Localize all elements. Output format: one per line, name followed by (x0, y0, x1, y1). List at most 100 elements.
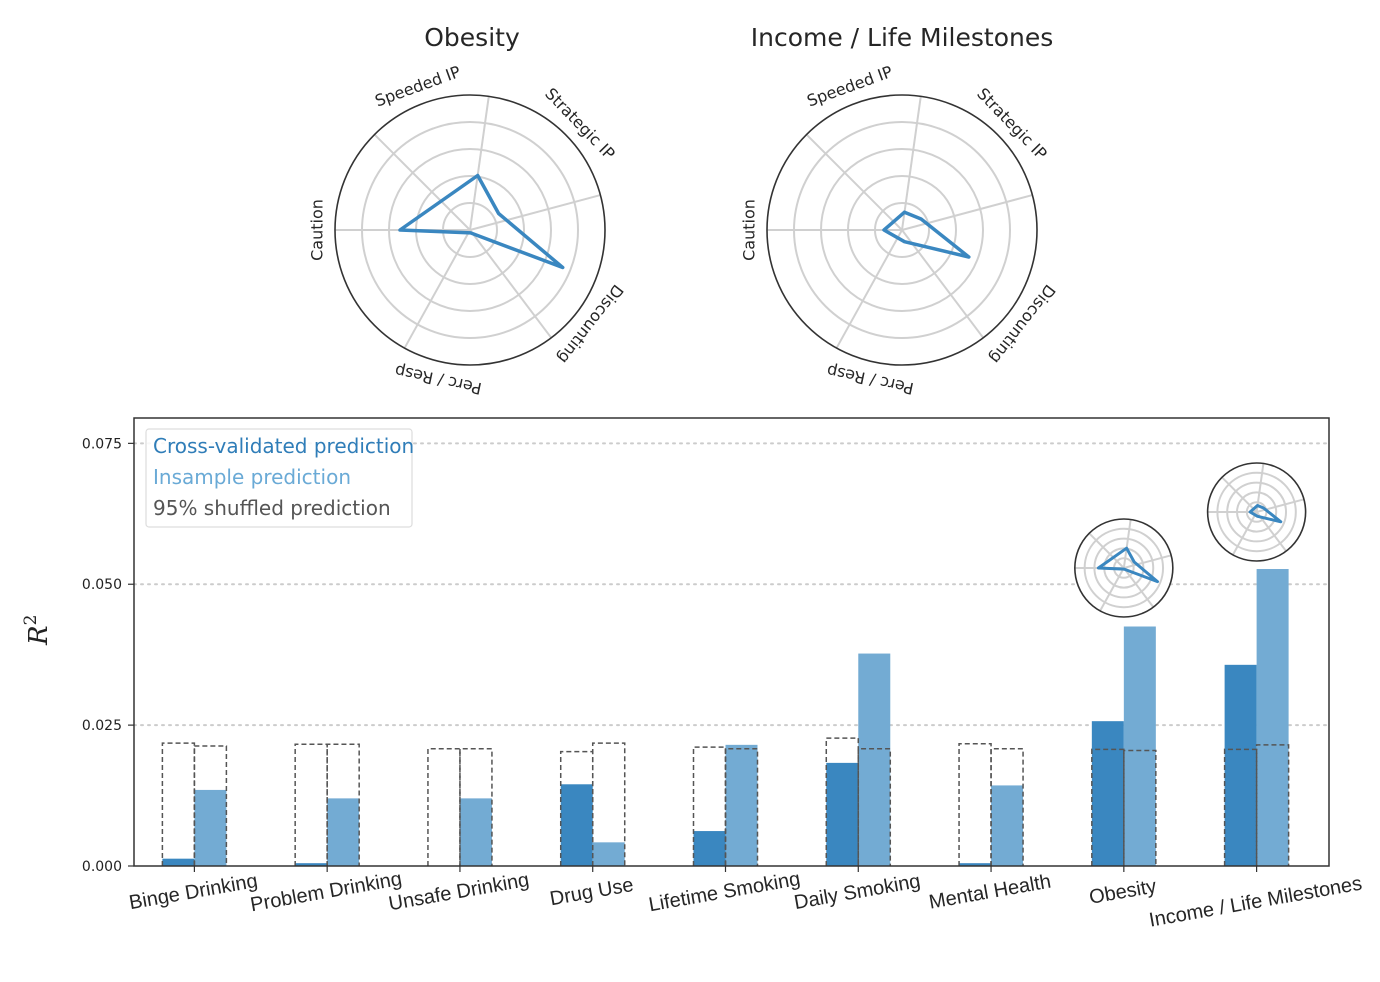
x-tick-label-6: Mental Health (927, 871, 1052, 914)
shuffled-insample-7 (1123, 749, 1157, 866)
shuffled-insample-6 (990, 748, 1024, 866)
radar-obesity-spoke-2 (469, 96, 490, 231)
radar-income-spoke-2 (901, 96, 922, 231)
radar-income-label-3: Discounting (986, 281, 1059, 368)
y-axis-label-base: R (24, 625, 54, 646)
inset-radar-0 (1074, 518, 1174, 618)
radar-obesity-spoke-1 (469, 194, 601, 231)
legend-box (145, 428, 413, 528)
bar-insample-5 (858, 653, 891, 866)
y-tick-label-3: 0.075 (82, 436, 122, 452)
x-tick-label-3: Drug Use (548, 874, 635, 910)
radar-income-spoke-3 (805, 133, 903, 231)
shuffled-cv-8 (1223, 748, 1258, 866)
x-tick-label-4: Lifetime Smoking (647, 868, 802, 916)
radar-income-label-5: Caution (740, 199, 759, 261)
radar-income-outer-ring (766, 94, 1038, 366)
x-tick-label-2: Unsafe Drinking (387, 869, 531, 915)
bar-cv-4 (693, 831, 726, 866)
shuffled-cv-0 (161, 742, 196, 866)
bar-chart: 0.000 0.025 0.050 0.075 Binge DrinkingProbl… (21, 417, 1364, 932)
shuffled-cv-6 (958, 742, 992, 866)
y-tick-label-2: 0.050 (82, 577, 122, 593)
radar-income-label-4: Perc / Resp (825, 361, 915, 398)
y-axis-label: R2 (21, 615, 54, 646)
shuffled-cv-7 (1091, 748, 1125, 866)
shuffled-cv-1 (294, 743, 328, 866)
shuffled-insample-2 (459, 748, 493, 866)
radar-income: Income / Life Milestones Speeded IP Strat… (740, 23, 1060, 398)
inset-radar-1-spoke-5 (1231, 511, 1258, 556)
radar-obesity-spoke-5 (403, 229, 471, 349)
radar-obesity-grid (334, 94, 606, 366)
shuffled-insample-0 (193, 745, 228, 866)
shuffled-insample-1 (326, 743, 360, 866)
bar-insample-3 (592, 842, 625, 866)
legend-entry-insample: Insample prediction (153, 465, 351, 489)
inset-radars (1074, 462, 1307, 618)
radar-obesity-outer-ring (334, 94, 606, 366)
legend: Cross-validated prediction Insample pred… (145, 428, 414, 528)
bar-insample-2 (459, 798, 492, 866)
bar-chart-frame (133, 417, 1330, 867)
radar-income-title: Income / Life Milestones (751, 23, 1054, 52)
y-axis-ticks: 0.000 0.025 0.050 0.075 (82, 436, 134, 875)
bar-cv-7 (1091, 721, 1124, 866)
y-axis-label-sup: 2 (21, 615, 41, 626)
radar-income-polygon (882, 210, 971, 259)
radar-income-spoke-1 (901, 194, 1033, 231)
shuffled-insample-8 (1255, 744, 1290, 866)
radar-income-grid (766, 94, 1038, 366)
bar-cv-8 (1224, 664, 1257, 866)
radar-obesity-label-3: Discounting (554, 281, 627, 368)
bar-insample-8 (1256, 569, 1289, 866)
bar-insample-1 (327, 798, 360, 866)
bar-insample-6 (991, 785, 1024, 866)
bar-cv-5 (826, 762, 859, 866)
radar-obesity-label-5: Caution (308, 199, 327, 261)
inset-radar-1 (1206, 462, 1307, 562)
legend-entry-shuffled: 95% shuffled prediction (153, 496, 391, 520)
inset-radar-polygon-0 (1096, 546, 1159, 584)
bar-cv-6 (959, 863, 992, 866)
radar-income-spoke-5 (835, 229, 903, 349)
bar-chart-bars (162, 569, 1289, 866)
x-tick-label-0: Binge Drinking (127, 870, 259, 914)
shuffled-insample-3 (591, 742, 626, 866)
inset-radar-0-spoke-6 (1123, 567, 1155, 608)
shuffled-insample-5 (857, 748, 892, 866)
radar-obesity-title: Obesity (424, 23, 520, 52)
radar-obesity-label-1: Speeded IP (372, 62, 463, 111)
radar-income-label-1: Speeded IP (804, 62, 895, 111)
radar-obesity-label-4: Perc / Resp (393, 361, 483, 398)
x-tick-label-8: Income / Life Milestones (1147, 873, 1363, 932)
inset-radar-0-spoke-5 (1099, 567, 1125, 612)
radar-obesity-spoke-3 (373, 133, 471, 231)
bar-cv-1 (295, 863, 328, 866)
radar-obesity: Obesity Speeded IP Strategic IPDiscountin… (308, 23, 628, 398)
inset-radar-1-spoke-2 (1255, 463, 1265, 513)
x-tick-label-7: Obesity (1087, 875, 1158, 908)
inset-radar-0-outer-ring (1074, 518, 1174, 618)
inset-radar-0-spoke-3 (1088, 532, 1125, 569)
bar-cv-3 (560, 784, 593, 866)
bar-insample-7 (1123, 626, 1156, 866)
radar-income-spoke-6 (901, 229, 985, 339)
inset-radar-0-spoke-1 (1123, 554, 1172, 569)
y-tick-label-1: 0.025 (82, 718, 122, 734)
bar-cv-0 (162, 858, 195, 866)
inset-radar-polygon-1 (1248, 504, 1283, 524)
y-tick-label-0: 0.000 (82, 859, 122, 875)
radar-obesity-spoke-6 (469, 229, 553, 339)
shuffled-cv-2 (427, 748, 461, 866)
inset-radar-1-outer-ring (1206, 462, 1307, 562)
x-tick-label-5: Daily Smoking (792, 870, 922, 914)
inset-radar-0-spoke-2 (1122, 519, 1132, 569)
shuffled-outlines-overlay (161, 737, 1290, 866)
bar-insample-4 (725, 744, 758, 866)
shuffled-insample-4 (724, 748, 759, 866)
inset-radar-1-spoke-3 (1221, 476, 1258, 513)
radar-obesity-polygon (398, 173, 565, 270)
